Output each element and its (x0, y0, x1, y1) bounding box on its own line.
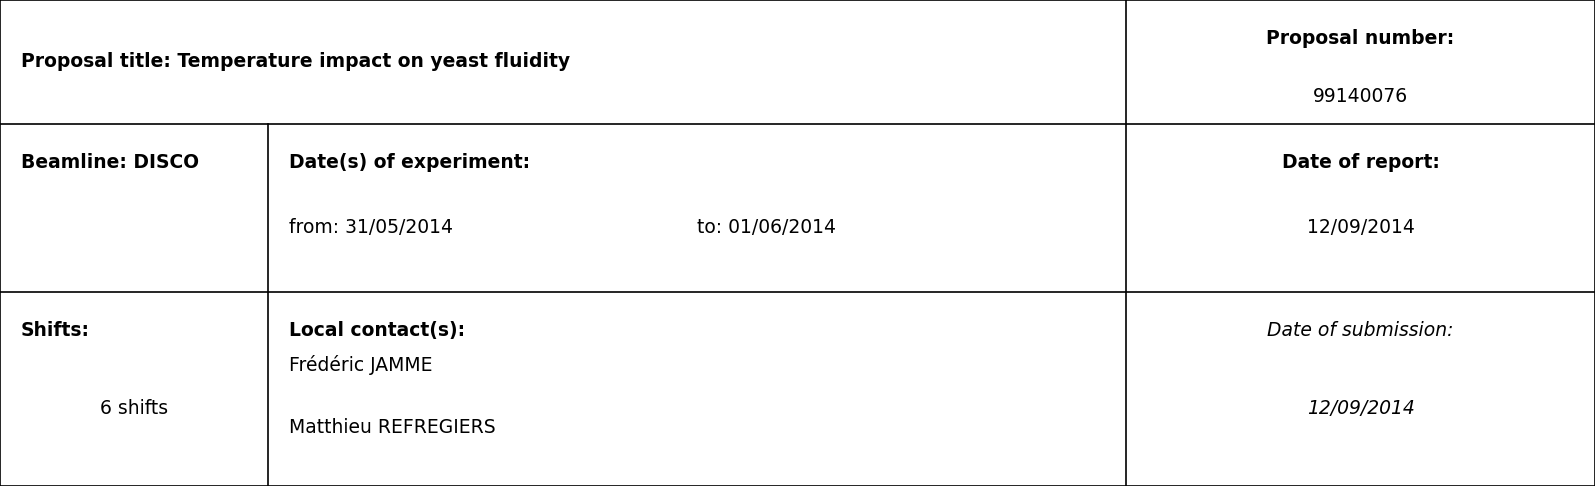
Text: Proposal number:: Proposal number: (1266, 29, 1455, 48)
Text: Shifts:: Shifts: (21, 321, 89, 340)
Text: 12/09/2014: 12/09/2014 (1306, 399, 1415, 418)
Text: Frédéric JAMME: Frédéric JAMME (289, 355, 432, 376)
Text: Beamline: DISCO: Beamline: DISCO (21, 153, 199, 172)
Text: to: 01/06/2014: to: 01/06/2014 (697, 218, 836, 237)
Text: from: 31/05/2014: from: 31/05/2014 (289, 218, 453, 237)
Text: Proposal title: Temperature impact on yeast fluidity: Proposal title: Temperature impact on ye… (21, 52, 569, 71)
Text: Matthieu REFREGIERS: Matthieu REFREGIERS (289, 418, 496, 437)
Text: Local contact(s):: Local contact(s): (289, 321, 464, 340)
Text: Date(s) of experiment:: Date(s) of experiment: (289, 153, 530, 172)
Text: 6 shifts: 6 shifts (100, 399, 167, 418)
Text: 99140076: 99140076 (1313, 87, 1408, 106)
Text: Date of submission:: Date of submission: (1268, 321, 1453, 340)
Text: Date of report:: Date of report: (1282, 153, 1439, 172)
Text: 12/09/2014: 12/09/2014 (1306, 218, 1415, 237)
